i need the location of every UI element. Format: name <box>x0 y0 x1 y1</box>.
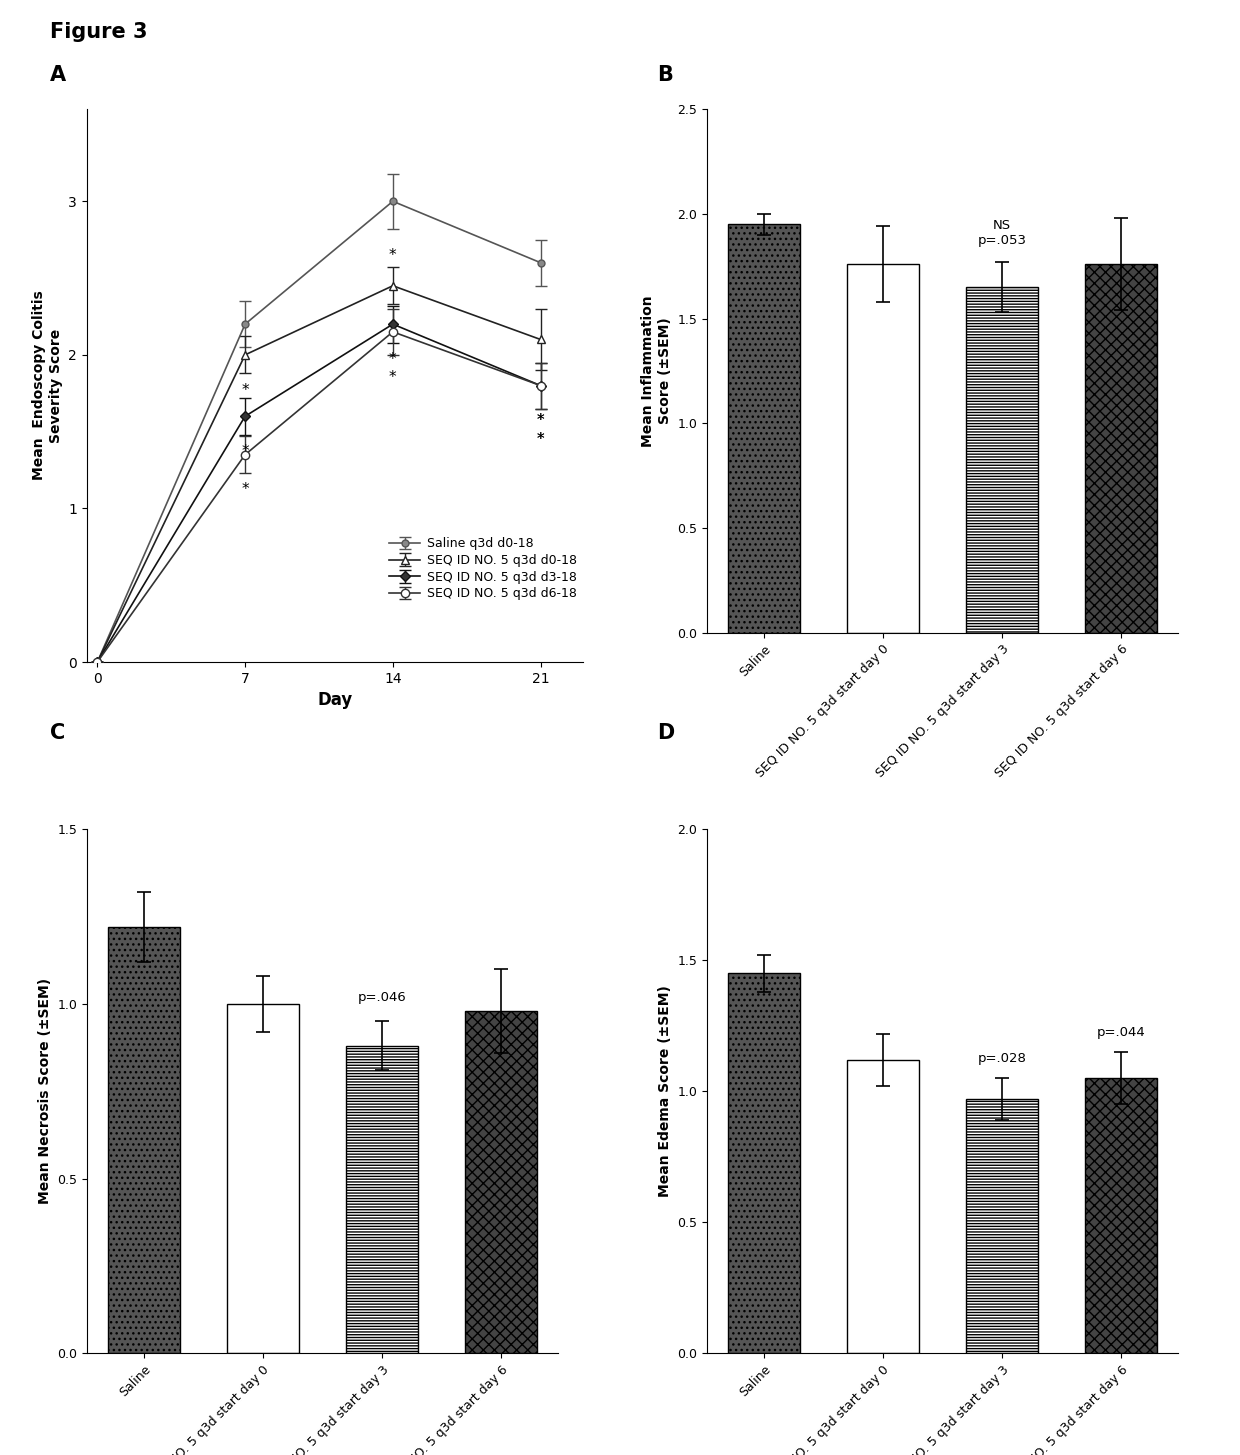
Text: p=.028: p=.028 <box>977 1052 1027 1065</box>
Text: *: * <box>537 432 544 447</box>
Bar <box>847 265 919 633</box>
Bar <box>346 1046 418 1353</box>
Text: B: B <box>657 65 673 86</box>
Bar <box>465 1011 537 1353</box>
Text: *: * <box>389 247 397 263</box>
Bar <box>1085 1078 1157 1353</box>
Text: *: * <box>537 413 544 428</box>
X-axis label: Day: Day <box>317 691 352 709</box>
Bar <box>728 224 800 633</box>
Text: *: * <box>242 482 249 498</box>
Text: *: * <box>537 413 544 428</box>
Bar <box>227 1004 299 1353</box>
Text: D: D <box>657 723 675 744</box>
Text: p=.046: p=.046 <box>357 991 407 1004</box>
Text: *: * <box>389 352 397 367</box>
Text: Figure 3: Figure 3 <box>50 22 148 42</box>
Bar <box>1085 265 1157 633</box>
Bar <box>966 1099 1038 1353</box>
Text: *: * <box>242 383 249 397</box>
Y-axis label: Mean Edema Score (±SEM): Mean Edema Score (±SEM) <box>657 985 672 1197</box>
Text: *: * <box>537 432 544 447</box>
Text: *: * <box>242 444 249 458</box>
Legend: Saline q3d d0-18, SEQ ID NO. 5 q3d d0-18, SEQ ID NO. 5 q3d d3-18, SEQ ID NO. 5 q: Saline q3d d0-18, SEQ ID NO. 5 q3d d0-18… <box>389 537 577 601</box>
Bar <box>847 1059 919 1353</box>
Y-axis label: Mean Necrosis Score (±SEM): Mean Necrosis Score (±SEM) <box>37 978 52 1205</box>
Bar <box>108 927 180 1353</box>
Y-axis label: Mean Inflammation
Score (±SEM): Mean Inflammation Score (±SEM) <box>641 295 672 447</box>
Y-axis label: Mean  Endoscopy Colitis
Severity Score: Mean Endoscopy Colitis Severity Score <box>32 291 63 480</box>
Text: NS
p=.053: NS p=.053 <box>977 220 1027 247</box>
Text: p=.044: p=.044 <box>1096 1026 1146 1039</box>
Text: *: * <box>389 370 397 386</box>
Bar <box>966 287 1038 633</box>
Text: A: A <box>50 65 66 86</box>
Text: C: C <box>50 723 64 744</box>
Bar <box>728 973 800 1353</box>
